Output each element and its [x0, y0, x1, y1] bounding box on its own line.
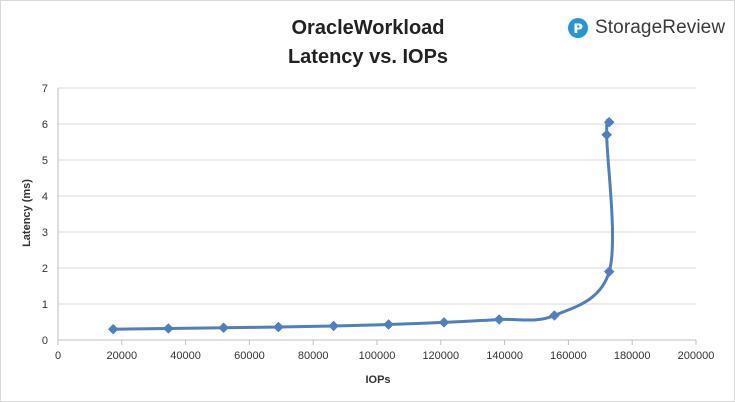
- tick-labels: 0 1 2 3 4 5 6 7 0 20000 40000 60000 80000 100000 12000…: [42, 83, 714, 362]
- x-tick-label: 20000: [107, 350, 138, 362]
- data-point: [107, 323, 119, 335]
- y-tick-label: 7: [42, 83, 48, 95]
- storagereview-logo: StorageReview: [567, 15, 725, 41]
- y-axis-title: Latency (ms): [21, 179, 33, 247]
- x-tick-label: 80000: [298, 350, 329, 362]
- chart-title-line1: OracleWorkload: [291, 17, 444, 39]
- storagereview-logo-icon: [568, 18, 588, 38]
- data-point: [218, 322, 229, 334]
- y-tick-label: 6: [42, 119, 48, 131]
- data-point: [493, 314, 505, 325]
- storagereview-logo-text: StorageReview: [595, 17, 726, 38]
- data-point: [603, 266, 615, 277]
- data-series: [107, 116, 615, 335]
- y-tick-label: 2: [42, 263, 48, 275]
- data-point: [383, 319, 394, 330]
- y-tick-label: 3: [42, 227, 48, 239]
- chart-title-line2: Latency vs. IOPs: [288, 46, 448, 68]
- data-point: [549, 310, 560, 321]
- y-tick-label: 1: [42, 299, 48, 311]
- y-tick-label: 0: [42, 335, 48, 347]
- x-tick-label: 140000: [486, 350, 523, 362]
- data-point: [601, 129, 613, 141]
- x-tick-label: 0: [55, 350, 61, 362]
- x-tick-label: 100000: [359, 350, 396, 362]
- axes: [57, 88, 697, 345]
- y-tick-label: 5: [42, 155, 48, 167]
- data-point: [603, 116, 615, 128]
- x-tick-label: 200000: [678, 350, 715, 362]
- x-tick-label: 180000: [614, 350, 651, 362]
- data-point: [438, 317, 450, 328]
- x-tick-label: 40000: [170, 350, 201, 362]
- x-tick-label: 60000: [234, 350, 265, 362]
- data-point: [328, 320, 339, 332]
- x-axis-title: IOPs: [365, 374, 390, 386]
- x-tick-label: 160000: [550, 350, 587, 362]
- series-line: [111, 118, 615, 331]
- y-tick-label: 4: [42, 191, 48, 203]
- x-tick-label: 120000: [422, 350, 459, 362]
- gridlines: [58, 87, 696, 305]
- data-point: [163, 323, 174, 334]
- data-point: [273, 321, 284, 333]
